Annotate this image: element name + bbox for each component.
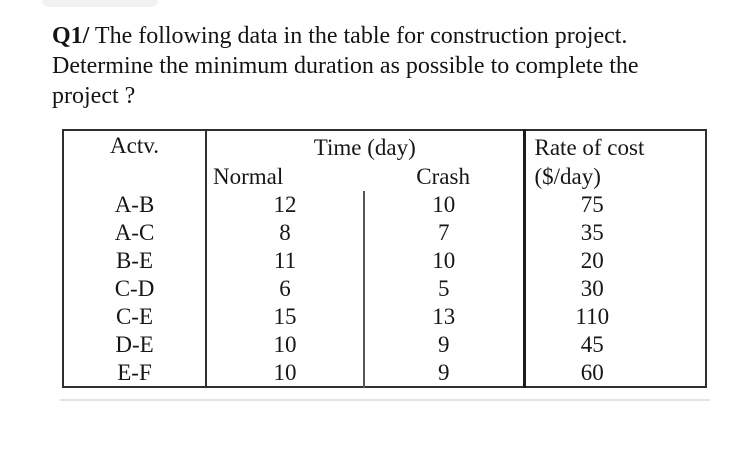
table-row: E-F 10 9 60	[63, 359, 706, 387]
crash-cell: 10	[364, 191, 526, 219]
header-crash: Crash	[416, 164, 470, 189]
normal-cell: 8	[206, 219, 365, 247]
rate-cell: 110	[575, 304, 610, 329]
activity-cell: C-E	[63, 303, 207, 331]
header-time-label: Time (day)	[313, 135, 416, 160]
question-text: Q1/ The following data in the table for …	[52, 21, 732, 111]
question-line-2: Determine the minimum duration as possib…	[52, 53, 639, 79]
rate-cell: 30	[580, 276, 604, 301]
question-line-3: project ?	[52, 83, 136, 109]
rate-cell: 75	[580, 192, 604, 217]
normal-cell: 11	[206, 247, 365, 275]
crash-cell: 13	[364, 303, 526, 331]
header-rate-line-2: ($/day)	[534, 164, 601, 189]
header-time-group: Time (day) Normal Crash	[206, 130, 526, 191]
crash-cell: 10	[364, 247, 526, 275]
normal-cell: 10	[206, 331, 365, 359]
table-row: C-D 6 5 30	[63, 275, 706, 303]
normal-cell: 12	[206, 191, 365, 219]
table-body: A-B 12 10 75 A-C 8 7 35 B-E 11 10 20 C-D 6 5 30 C-E 15 13 1…	[63, 191, 706, 387]
activity-cell: C-D	[63, 275, 207, 303]
crash-cell: 5	[364, 275, 526, 303]
crash-cell: 9	[364, 359, 526, 387]
question-number: Q1/	[52, 23, 90, 49]
table-row: A-B 12 10 75	[63, 191, 706, 219]
activity-cell: A-B	[63, 191, 207, 219]
normal-cell: 6	[206, 275, 365, 303]
header-normal: Normal	[213, 164, 284, 189]
crash-cell: 7	[364, 219, 526, 247]
rate-cell: 60	[580, 359, 604, 385]
activity-cell: A-C	[63, 219, 207, 247]
cropped-ui-fragment	[42, 0, 158, 7]
header-rate-of-cost: Rate of cost ($/day)	[524, 130, 706, 191]
table-row: A-C 8 7 35	[63, 219, 706, 247]
normal-cell: 10	[206, 359, 365, 387]
table-row: D-E 10 9 45	[63, 331, 706, 359]
table-row: C-E 15 13 110	[63, 303, 706, 331]
activity-data-table: Actv. Time (day) Normal Crash Rate of co…	[62, 129, 707, 388]
rate-cell: 45	[580, 332, 604, 357]
activity-cell: B-E	[63, 247, 207, 275]
header-activity: Actv.	[63, 130, 207, 191]
table-bottom-shadow	[60, 399, 710, 401]
header-rate-line-1: Rate of cost	[534, 135, 645, 160]
crash-cell: 9	[364, 331, 526, 359]
rate-cell: 35	[580, 220, 604, 245]
rate-cell: 20	[580, 248, 604, 273]
table-header: Actv. Time (day) Normal Crash Rate of co…	[63, 130, 706, 191]
activity-cell: E-F	[63, 359, 207, 387]
activity-cell: D-E	[63, 331, 207, 359]
question-line-1-text: The following data in the table for cons…	[89, 23, 628, 49]
normal-cell: 15	[206, 303, 365, 331]
table-row: B-E 11 10 20	[63, 247, 706, 275]
question-line-1: Q1/ The following data in the table for …	[52, 21, 732, 51]
